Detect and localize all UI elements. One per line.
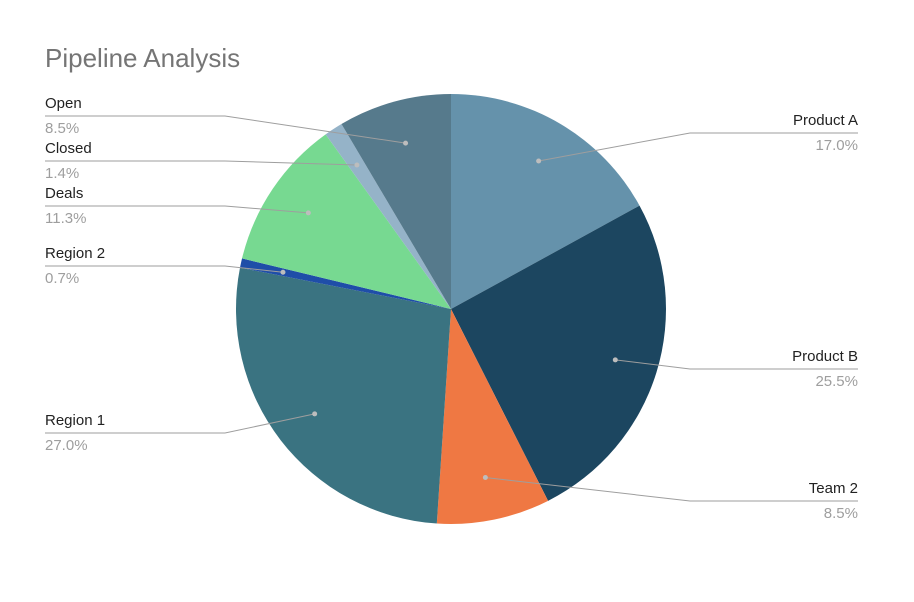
leader-dot — [403, 140, 409, 146]
leader-dot — [354, 162, 360, 168]
slice-label: Product B — [792, 348, 858, 365]
pie-slice — [242, 134, 451, 309]
leader-line — [45, 265, 284, 273]
slice-value: 11.3% — [45, 210, 86, 227]
slice-value: 8.5% — [824, 505, 858, 522]
slice-value: 27.0% — [45, 437, 88, 454]
leader-dot — [312, 411, 318, 417]
slice-label: Product A — [793, 112, 858, 129]
slice-label: Team 2 — [809, 480, 858, 497]
slice-value: 1.4% — [45, 165, 79, 182]
leader-line — [538, 132, 858, 162]
slice-label: Closed — [45, 140, 92, 157]
slice-label: Deals — [45, 185, 83, 202]
leader-line — [45, 160, 357, 166]
pie-slice — [240, 258, 451, 309]
leader-dot — [536, 158, 542, 164]
pie-slice — [451, 94, 640, 309]
leader-dot — [280, 269, 286, 275]
leader-dot — [305, 210, 311, 216]
leader-line — [485, 477, 858, 502]
slice-value: 8.5% — [45, 120, 79, 137]
leader-dot — [482, 475, 488, 481]
slice-label: Region 1 — [45, 412, 105, 429]
slice-value: 0.7% — [45, 270, 79, 287]
slice-value: 17.0% — [815, 137, 858, 154]
leader-line — [45, 115, 406, 144]
slice-value: 25.5% — [815, 373, 858, 390]
pie-slice — [451, 205, 666, 501]
slice-label: Open — [45, 95, 82, 112]
pie-slice — [235, 267, 451, 524]
leader-line — [615, 359, 858, 370]
pie-slice — [325, 123, 451, 310]
pie-slice — [341, 94, 451, 309]
leader-line — [45, 413, 315, 434]
slice-label: Region 2 — [45, 245, 105, 262]
pie-slice — [436, 309, 549, 524]
leader-dot — [612, 357, 618, 363]
chart-title: Pipeline Analysis — [45, 43, 240, 73]
leader-line — [45, 205, 309, 214]
